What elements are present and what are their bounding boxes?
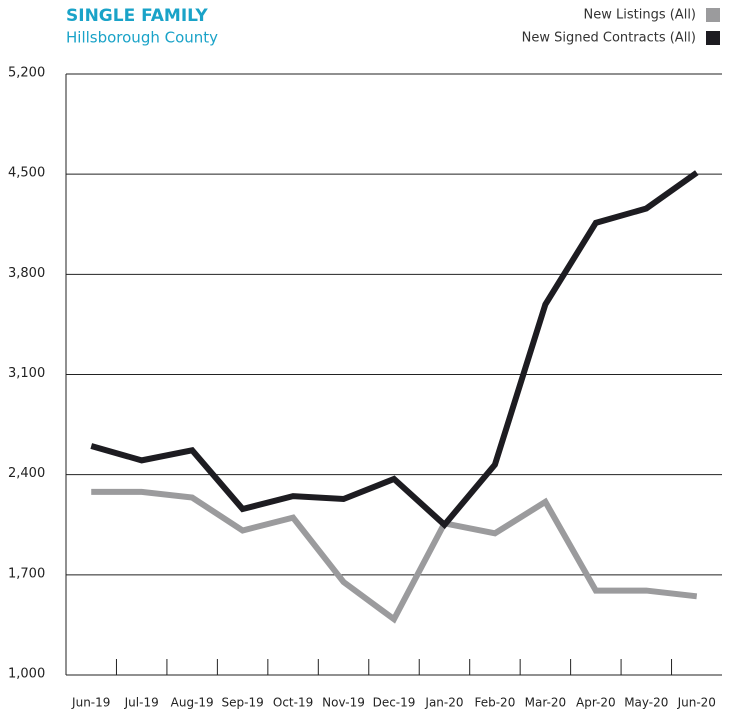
series-line (91, 488, 698, 624)
x-tick-label: Sep-19 (222, 696, 264, 710)
series-line (90, 170, 699, 530)
y-tick-label: 3,800 (8, 266, 45, 281)
x-tick-label: Apr-20 (576, 696, 616, 710)
x-tick-label: Jun-19 (71, 696, 110, 710)
legend-swatch (706, 8, 720, 22)
x-tick-label: Oct-19 (273, 696, 313, 710)
legend-label: New Listings (All) (584, 8, 696, 23)
x-tick-label: Jun-20 (677, 696, 716, 710)
x-tick-label: Jul-19 (124, 696, 159, 710)
y-tick-label: 3,100 (8, 366, 45, 381)
legend-swatch (706, 31, 720, 45)
x-tick-label: Aug-19 (171, 696, 214, 710)
chart-subtitle: Hillsborough County (66, 29, 218, 47)
y-tick-label: 4,500 (8, 166, 45, 181)
y-tick-label: 2,400 (8, 466, 45, 481)
chart-title: SINGLE FAMILY (66, 6, 208, 26)
y-tick-label: 5,200 (8, 66, 45, 81)
y-tick-label: 1,000 (8, 667, 45, 682)
x-tick-label: Nov-19 (322, 696, 365, 710)
x-tick-label: Dec-19 (373, 696, 416, 710)
y-tick-label: 1,700 (8, 566, 45, 581)
legend-label: New Signed Contracts (All) (522, 31, 696, 46)
x-tick-label: Feb-20 (474, 696, 515, 710)
x-tick-label: Mar-20 (525, 696, 566, 710)
x-tick-label: Jan-20 (424, 696, 463, 710)
x-tick-label: May-20 (624, 696, 668, 710)
